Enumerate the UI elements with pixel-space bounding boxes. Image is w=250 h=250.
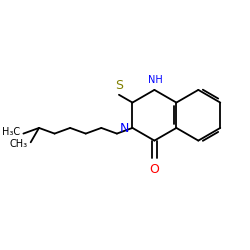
Text: S: S (115, 79, 123, 92)
Text: CH₃: CH₃ (10, 139, 28, 149)
Text: NH: NH (148, 75, 163, 85)
Text: H₃C: H₃C (2, 127, 21, 137)
Text: O: O (150, 163, 159, 176)
Text: N: N (120, 122, 130, 136)
